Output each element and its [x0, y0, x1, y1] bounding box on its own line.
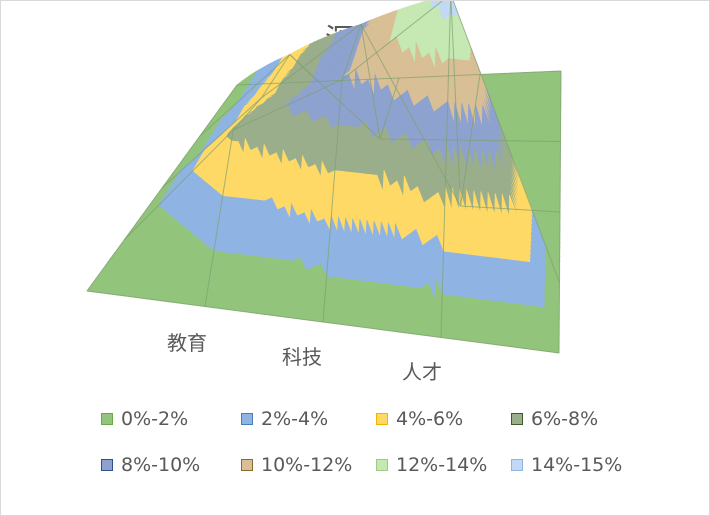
surface-mesh	[86, 1, 562, 354]
surface-plot: 教育 科技 人才	[86, 1, 562, 384]
